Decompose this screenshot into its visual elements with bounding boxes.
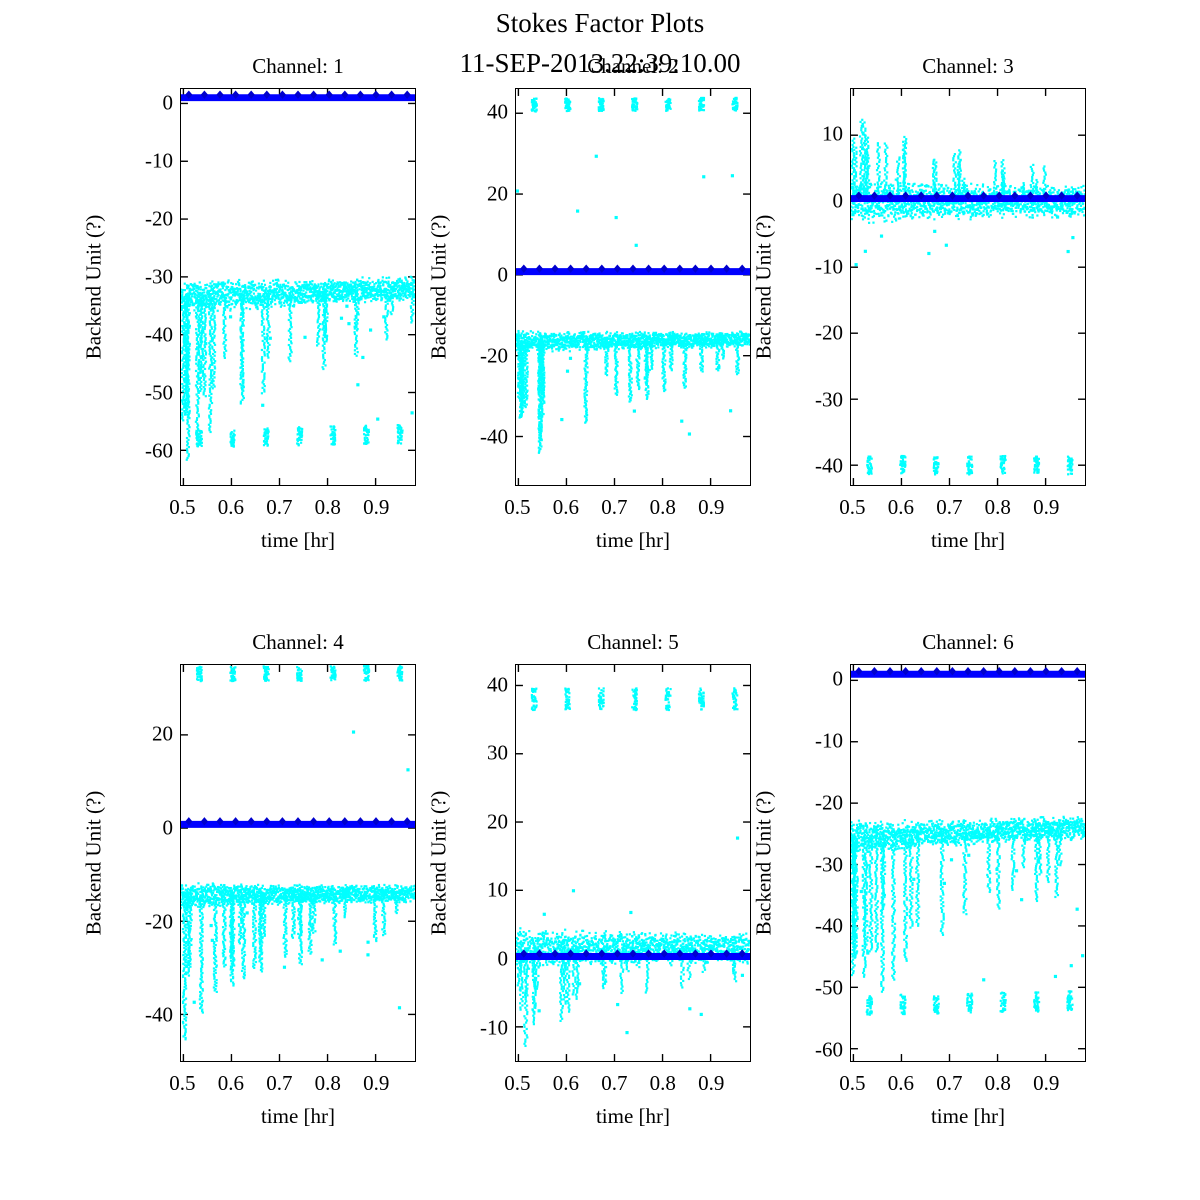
y-tick-label: 20: [487, 181, 508, 206]
x-tick-label: 0.7: [266, 1071, 293, 1095]
plot-area[interactable]: [180, 88, 416, 486]
x-tick-label: 0.8: [984, 495, 1011, 519]
x-tick-label: 0.6: [887, 495, 914, 519]
x-tick-label: 0.9: [1033, 1071, 1060, 1095]
y-tick-label: -40: [815, 913, 843, 938]
x-tick-label: 0.6: [217, 495, 244, 519]
y-axis-label: Backend Unit (?): [426, 790, 451, 936]
x-tick-label: 0.5: [504, 1071, 531, 1095]
y-axis-label: Backend Unit (?): [426, 214, 451, 360]
x-tick-label: 0.9: [363, 495, 390, 519]
y-axis-label: Backend Unit (?): [81, 790, 106, 936]
x-tick-label: 0.6: [552, 495, 579, 519]
x-tick-label: 0.9: [698, 495, 725, 519]
y-tick-label: 40: [487, 672, 508, 697]
plot-area[interactable]: [515, 88, 751, 486]
plot-area[interactable]: [180, 664, 416, 1062]
x-tick-label: 0.7: [936, 1071, 963, 1095]
subplot-title: Channel: 1: [252, 54, 344, 78]
y-tick-label: 0: [497, 262, 509, 287]
subplot-title: Channel: 4: [252, 630, 344, 654]
x-axis-label: time [hr]: [595, 528, 671, 552]
y-tick-label: -20: [815, 320, 843, 345]
subplot-title: Channel: 6: [922, 630, 1014, 654]
subplot-channel-1: Channel: 1 0 -10 -20 -30 -40 -50 -60 0.5 0.6 0.7 0.…: [82, 54, 416, 552]
x-tick-label: 0.8: [314, 495, 341, 519]
x-tick-label: 0.9: [698, 1071, 725, 1095]
x-axis-label: time [hr]: [930, 528, 1006, 552]
x-axis-label: time [hr]: [260, 528, 336, 552]
subplot-title: Channel: 2: [587, 54, 679, 78]
y-tick-label: 0: [162, 815, 174, 840]
y-tick-label: -60: [145, 438, 173, 463]
figure-subtitle: 11-SEP-2013.22:39:10.00: [459, 48, 741, 78]
y-tick-label: 20: [152, 721, 173, 746]
y-tick-label: 0: [497, 946, 509, 971]
y-tick-label: 10: [822, 121, 843, 146]
y-tick-label: -20: [145, 206, 173, 231]
x-tick-label: 0.8: [649, 495, 676, 519]
y-tick-label: 30: [487, 740, 508, 765]
x-tick-label: 0.7: [601, 1071, 628, 1095]
x-tick-label: 0.6: [552, 1071, 579, 1095]
subplot-channel-3: Channel: 3 10 0 -10 -20 -30 -40 0.5 0.6 0.7 0.8 0.9…: [752, 54, 1086, 552]
x-tick-label: 0.7: [266, 495, 293, 519]
x-tick-label: 0.5: [504, 495, 531, 519]
y-tick-label: 0: [832, 666, 844, 691]
x-axis-label: time [hr]: [595, 1104, 671, 1128]
y-axis-label: Backend Unit (?): [81, 214, 106, 360]
x-tick-label: 0.6: [887, 1071, 914, 1095]
x-axis-label: time [hr]: [260, 1104, 336, 1128]
y-tick-label: -10: [145, 148, 173, 173]
y-axis-label: Backend Unit (?): [751, 214, 776, 360]
x-tick-label: 0.7: [936, 495, 963, 519]
y-tick-label: -30: [815, 387, 843, 412]
y-tick-label: -30: [145, 264, 173, 289]
x-axis-label: time [hr]: [930, 1104, 1006, 1128]
y-tick-label: -10: [480, 1015, 508, 1040]
y-tick-label: -20: [480, 343, 508, 368]
y-tick-label: -40: [815, 453, 843, 478]
y-tick-label: -10: [815, 254, 843, 279]
y-tick-label: -30: [815, 852, 843, 877]
subplot-channel-6: Channel: 6 0 -10 -20 -30 -40 -50 -60 0.5 0.6 0.7 0.…: [752, 630, 1086, 1128]
figure-title: Stokes Factor Plots: [495, 8, 705, 38]
y-tick-label: 10: [487, 877, 508, 902]
y-tick-label: 0: [162, 90, 174, 115]
y-tick-label: 0: [832, 188, 844, 213]
y-tick-label: -60: [815, 1037, 843, 1062]
y-tick-label: -40: [145, 322, 173, 347]
x-tick-label: 0.7: [601, 495, 628, 519]
subplot-title: Channel: 3: [922, 54, 1014, 78]
plot-area[interactable]: [850, 664, 1086, 1062]
y-tick-label: -50: [145, 380, 173, 405]
y-tick-label: 20: [487, 809, 508, 834]
y-tick-label: -20: [145, 909, 173, 934]
x-tick-label: 0.5: [839, 495, 866, 519]
x-tick-label: 0.8: [314, 1071, 341, 1095]
x-tick-label: 0.9: [363, 1071, 390, 1095]
y-tick-label: -10: [815, 728, 843, 753]
x-tick-label: 0.5: [169, 495, 196, 519]
y-tick-label: -50: [815, 975, 843, 1000]
subplot-channel-4: Channel: 4 20 0 -20 -40 0.5 0.6 0.7 0.8 0.9 time […: [82, 630, 416, 1128]
x-tick-label: 0.5: [839, 1071, 866, 1095]
x-tick-label: 0.8: [984, 1071, 1011, 1095]
y-tick-label: -40: [145, 1002, 173, 1027]
plot-area[interactable]: [515, 664, 751, 1062]
x-tick-label: 0.9: [1033, 495, 1060, 519]
subplot-channel-5: Channel: 5 40 30 20 10 0 -10 0.5 0.6 0.7 0.8 0.9 tim…: [427, 630, 751, 1128]
x-tick-label: 0.5: [169, 1071, 196, 1095]
x-tick-label: 0.8: [649, 1071, 676, 1095]
y-axis-label: Backend Unit (?): [751, 790, 776, 936]
subplot-title: Channel: 5: [587, 630, 679, 654]
subplot-channel-2: Channel: 2 40 20 0 -20 -40 0.5 0.6 0.7 0.8 0.9 time…: [427, 54, 751, 552]
y-tick-label: 40: [487, 99, 508, 124]
y-tick-label: -20: [815, 790, 843, 815]
y-tick-label: -40: [480, 424, 508, 449]
x-tick-label: 0.6: [217, 1071, 244, 1095]
plot-area[interactable]: [850, 88, 1086, 486]
